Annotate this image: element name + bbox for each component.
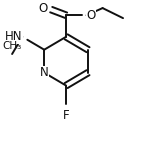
Text: F: F: [63, 108, 69, 122]
Text: CH₃: CH₃: [3, 41, 22, 51]
Text: O: O: [38, 2, 47, 15]
Text: HN: HN: [5, 30, 22, 43]
Text: N: N: [40, 66, 49, 79]
Text: O: O: [87, 9, 96, 22]
